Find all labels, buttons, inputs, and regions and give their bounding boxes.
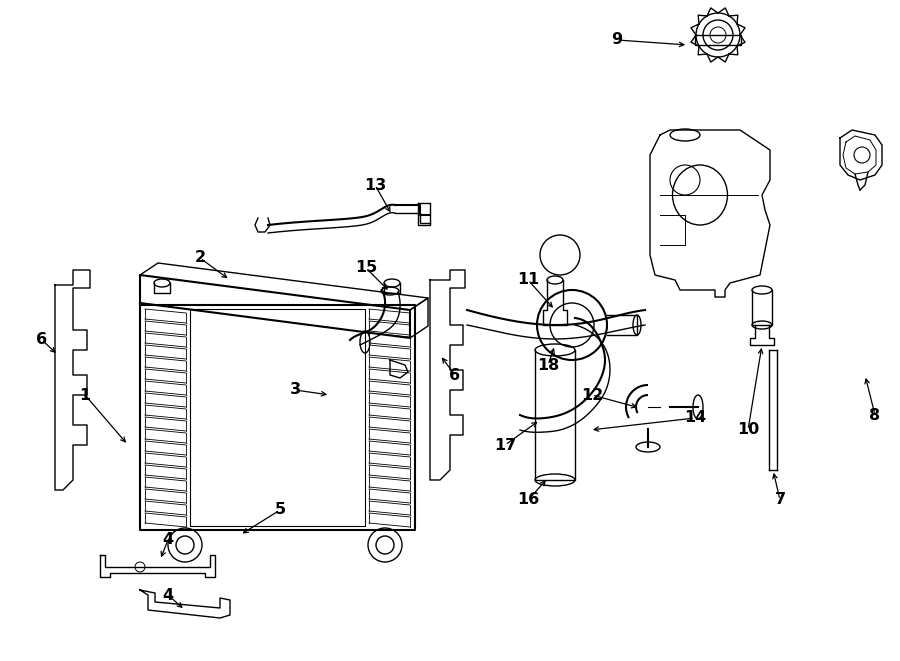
- Text: 6: 6: [449, 368, 461, 383]
- Bar: [695, 35, 741, 45]
- Text: 4: 4: [162, 588, 174, 602]
- Text: 11: 11: [517, 272, 539, 288]
- Text: 9: 9: [611, 32, 623, 48]
- Text: 5: 5: [274, 502, 285, 518]
- Text: 13: 13: [364, 178, 386, 192]
- Text: 14: 14: [684, 410, 706, 426]
- Text: 4: 4: [162, 533, 174, 547]
- Text: 3: 3: [290, 383, 301, 397]
- Text: 6: 6: [36, 332, 48, 348]
- Text: 12: 12: [580, 387, 603, 403]
- Text: 7: 7: [774, 492, 786, 508]
- Text: 15: 15: [355, 260, 377, 276]
- Text: 10: 10: [737, 422, 759, 438]
- Text: 1: 1: [79, 387, 91, 403]
- Text: 18: 18: [537, 358, 559, 373]
- Text: 2: 2: [194, 251, 205, 266]
- Text: 16: 16: [517, 492, 539, 508]
- Text: 8: 8: [869, 407, 880, 422]
- Text: 17: 17: [494, 438, 516, 453]
